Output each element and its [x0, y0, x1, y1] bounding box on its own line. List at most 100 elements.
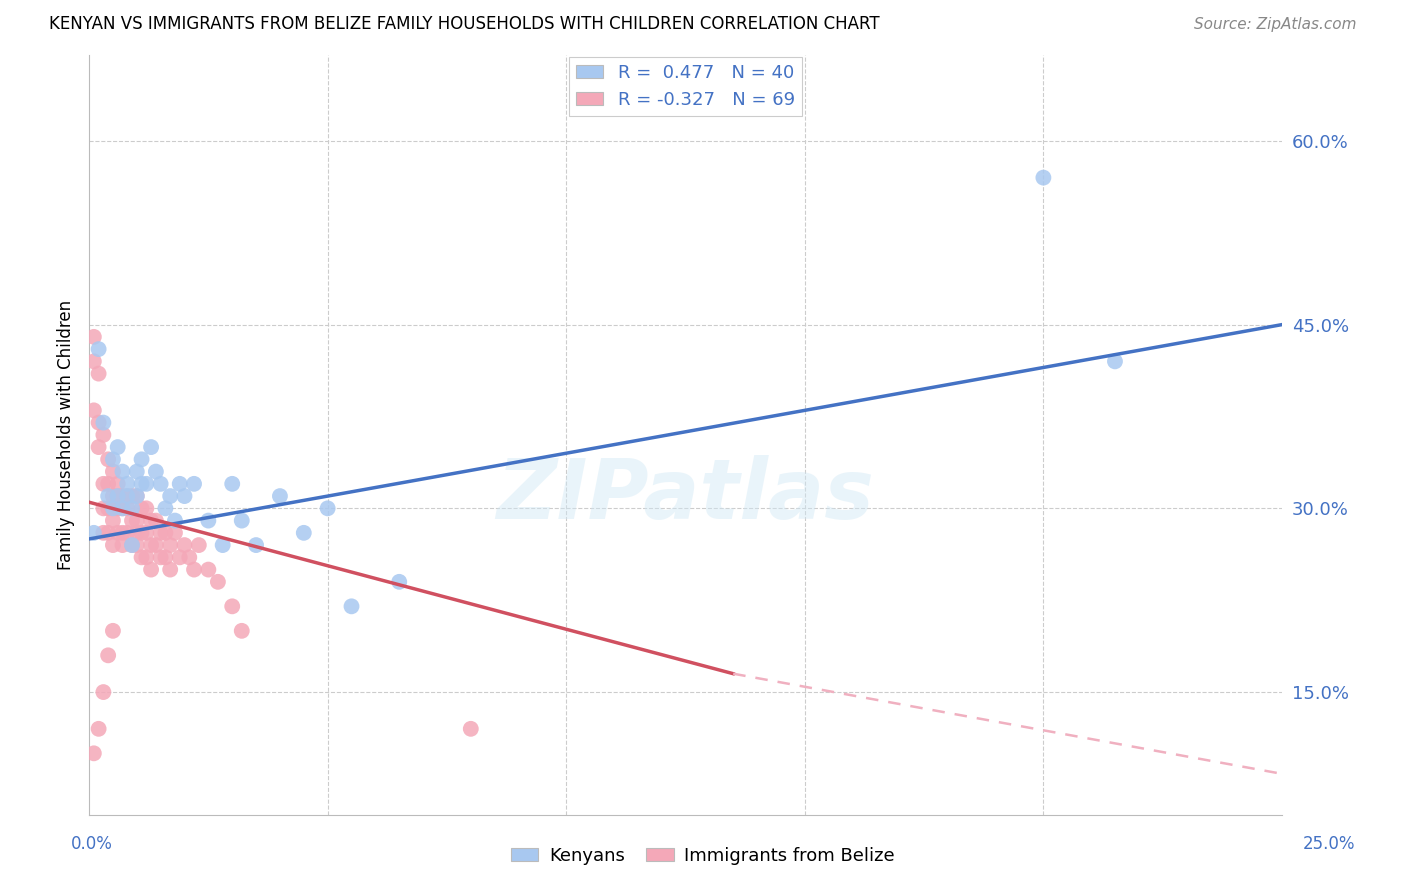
Point — [101, 514, 124, 528]
Point — [87, 416, 110, 430]
Point — [107, 525, 129, 540]
Point — [145, 465, 167, 479]
Point — [107, 440, 129, 454]
Point — [115, 489, 138, 503]
Point — [97, 452, 120, 467]
Point — [179, 550, 201, 565]
Point — [111, 501, 134, 516]
Point — [197, 563, 219, 577]
Point — [101, 489, 124, 503]
Text: 25.0%: 25.0% — [1302, 835, 1355, 853]
Point — [149, 550, 172, 565]
Point — [87, 342, 110, 356]
Point — [107, 489, 129, 503]
Point — [135, 476, 157, 491]
Point — [115, 525, 138, 540]
Point — [163, 525, 186, 540]
Point — [101, 452, 124, 467]
Point — [159, 538, 181, 552]
Point — [145, 538, 167, 552]
Point — [107, 476, 129, 491]
Point — [187, 538, 209, 552]
Point — [97, 489, 120, 503]
Point — [121, 514, 143, 528]
Point — [125, 525, 148, 540]
Point — [115, 476, 138, 491]
Point — [93, 685, 115, 699]
Point — [269, 489, 291, 503]
Point — [131, 501, 153, 516]
Point — [121, 489, 143, 503]
Point — [155, 501, 177, 516]
Point — [221, 599, 243, 614]
Point — [131, 476, 153, 491]
Point — [125, 514, 148, 528]
Point — [115, 489, 138, 503]
Point — [131, 550, 153, 565]
Point — [211, 538, 233, 552]
Point — [83, 403, 105, 417]
Legend: R =  0.477   N = 40, R = -0.327   N = 69: R = 0.477 N = 40, R = -0.327 N = 69 — [569, 56, 801, 116]
Point — [107, 489, 129, 503]
Point — [125, 489, 148, 503]
Point — [173, 538, 195, 552]
Text: KENYAN VS IMMIGRANTS FROM BELIZE FAMILY HOUSEHOLDS WITH CHILDREN CORRELATION CHA: KENYAN VS IMMIGRANTS FROM BELIZE FAMILY … — [49, 14, 880, 32]
Y-axis label: Family Households with Children: Family Households with Children — [58, 300, 75, 570]
Text: 0.0%: 0.0% — [70, 835, 112, 853]
Point — [131, 525, 153, 540]
Point — [139, 563, 162, 577]
Point — [231, 514, 253, 528]
Point — [125, 465, 148, 479]
Point — [87, 722, 110, 736]
Point — [121, 538, 143, 552]
Point — [292, 525, 315, 540]
Point — [135, 525, 157, 540]
Point — [207, 574, 229, 589]
Point — [111, 525, 134, 540]
Point — [97, 648, 120, 663]
Point — [316, 501, 339, 516]
Point — [340, 599, 363, 614]
Point — [221, 476, 243, 491]
Point — [1032, 170, 1054, 185]
Point — [93, 416, 115, 430]
Point — [149, 476, 172, 491]
Point — [125, 489, 148, 503]
Point — [101, 538, 124, 552]
Point — [159, 563, 181, 577]
Point — [183, 476, 205, 491]
Point — [169, 550, 191, 565]
Point — [83, 525, 105, 540]
Point — [460, 722, 482, 736]
Point — [111, 538, 134, 552]
Point — [139, 514, 162, 528]
Point — [159, 489, 181, 503]
Point — [145, 514, 167, 528]
Point — [111, 465, 134, 479]
Point — [87, 367, 110, 381]
Point — [121, 538, 143, 552]
Text: Source: ZipAtlas.com: Source: ZipAtlas.com — [1194, 17, 1357, 31]
Point — [83, 330, 105, 344]
Point — [1104, 354, 1126, 368]
Point — [83, 747, 105, 761]
Point — [149, 525, 172, 540]
Point — [93, 525, 115, 540]
Legend: Kenyans, Immigrants from Belize: Kenyans, Immigrants from Belize — [503, 840, 903, 872]
Point — [121, 501, 143, 516]
Point — [97, 476, 120, 491]
Point — [183, 563, 205, 577]
Point — [169, 476, 191, 491]
Point — [115, 501, 138, 516]
Point — [97, 501, 120, 516]
Point — [97, 525, 120, 540]
Point — [163, 514, 186, 528]
Point — [111, 501, 134, 516]
Point — [93, 501, 115, 516]
Point — [139, 538, 162, 552]
Point — [155, 525, 177, 540]
Point — [173, 489, 195, 503]
Point — [107, 501, 129, 516]
Point — [93, 476, 115, 491]
Point — [245, 538, 267, 552]
